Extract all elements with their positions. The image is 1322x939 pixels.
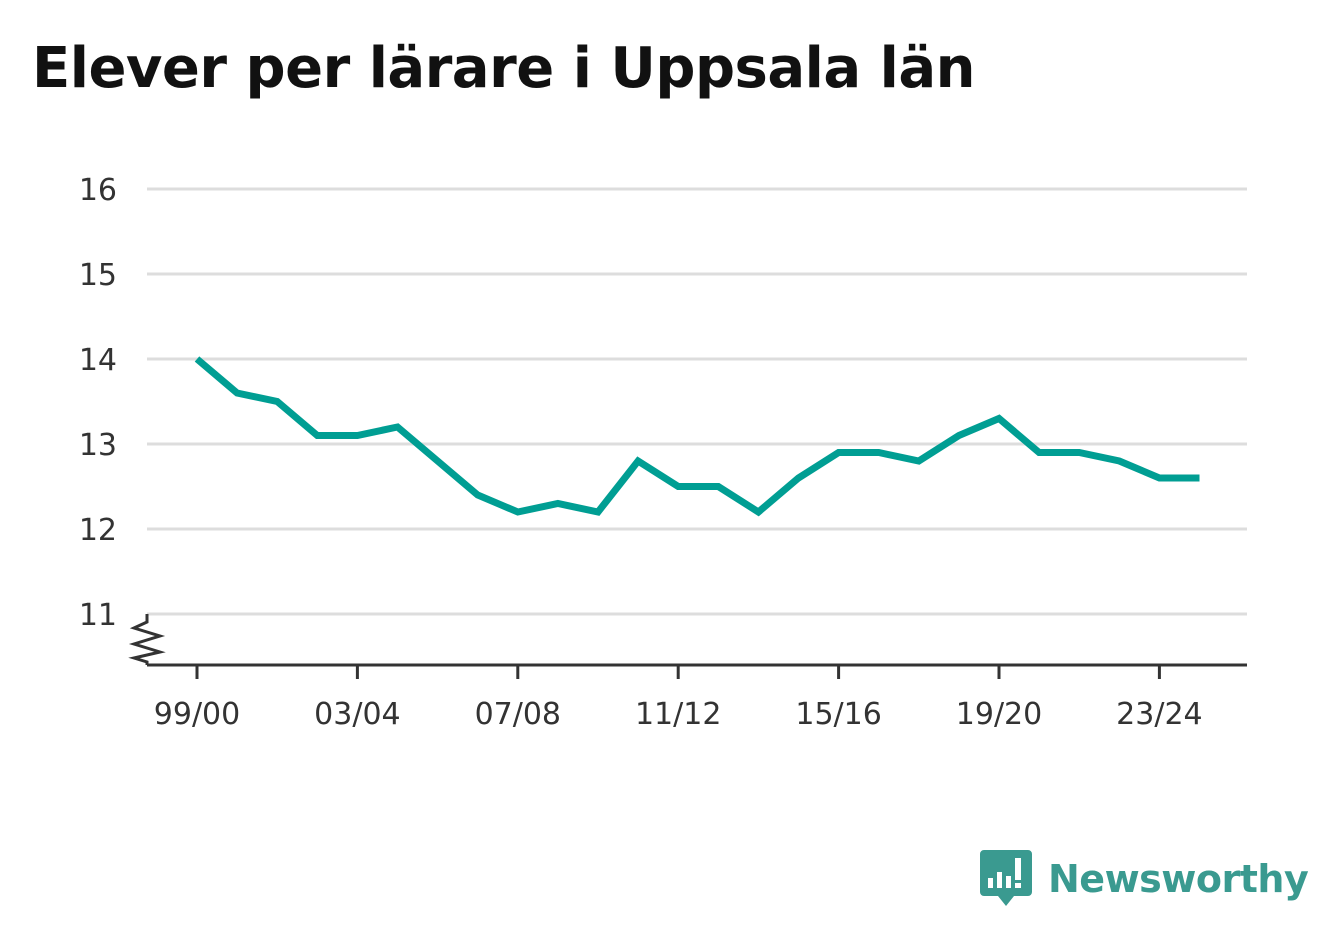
x-tick-label-03/04: 03/04 bbox=[314, 697, 400, 732]
x-axis: 99/00 03/04 07/08 11/12 15/16 19/20 23/24 bbox=[128, 614, 1247, 732]
x-tick-label-19/20: 19/20 bbox=[956, 697, 1042, 732]
series-line-0 bbox=[194, 356, 1200, 517]
series-group bbox=[194, 356, 1200, 517]
y-tick-label-13: 13 bbox=[79, 428, 117, 463]
y-tick-label-16: 16 bbox=[79, 173, 117, 208]
y-axis-ticks: 11 12 13 14 15 16 bbox=[79, 173, 117, 633]
y-tick-label-15: 15 bbox=[79, 258, 117, 293]
x-tick-label-23/24: 23/24 bbox=[1116, 697, 1202, 732]
y-tick-label-14: 14 bbox=[79, 343, 117, 378]
brand-name: Newsworthy bbox=[1048, 857, 1309, 901]
x-tick-label-07/08: 07/08 bbox=[475, 697, 561, 732]
x-tick-label-99/00: 99/00 bbox=[154, 697, 240, 732]
gridlines bbox=[147, 187, 1247, 616]
brand-logo: Newsworthy bbox=[980, 850, 1309, 908]
y-tick-label-11: 11 bbox=[79, 598, 117, 633]
chart-title: Elever per lärare i Uppsala län bbox=[32, 36, 975, 101]
y-tick-label-12: 12 bbox=[79, 513, 117, 548]
line-chart: 11 12 13 14 15 16 99/00 03/04 07/08 11/12 15/16 19… bbox=[79, 173, 1247, 732]
axis-break-mark bbox=[128, 614, 166, 665]
x-tick-label-15/16: 15/16 bbox=[795, 697, 881, 732]
newsworthy-logo-icon bbox=[980, 850, 1032, 906]
x-tick-label-11/12: 11/12 bbox=[635, 697, 721, 732]
